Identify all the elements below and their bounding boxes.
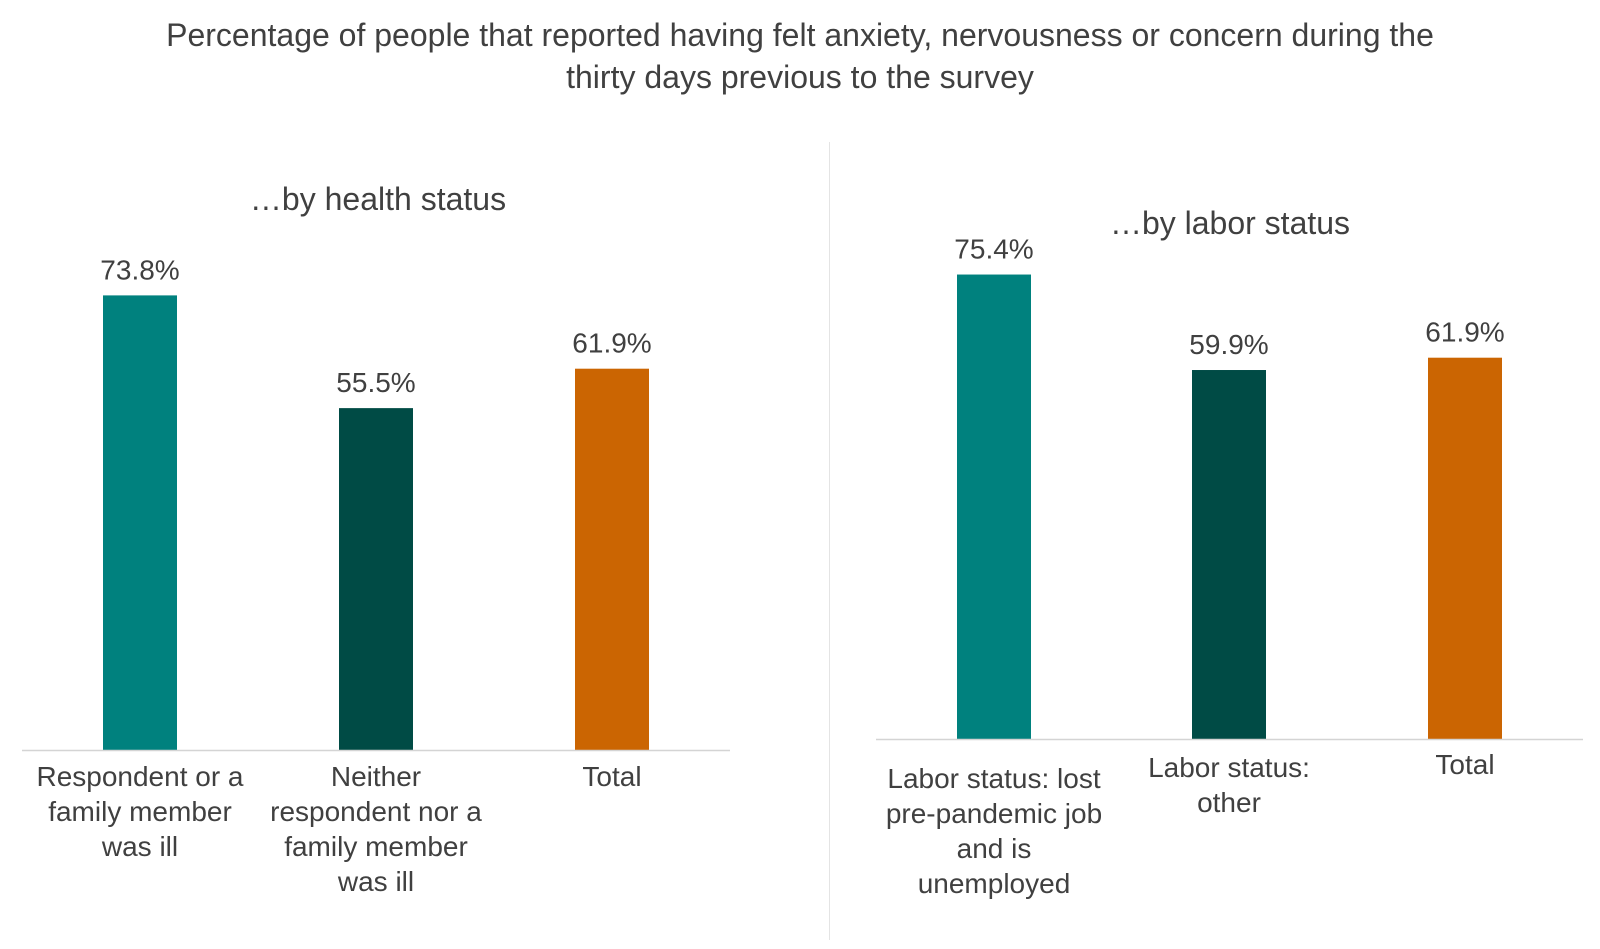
category-label-line: respondent nor a bbox=[270, 796, 482, 827]
data-label-labor-1: 75.4% bbox=[954, 234, 1033, 265]
category-label-line: Total bbox=[582, 761, 641, 792]
category-label-line: family member bbox=[284, 831, 468, 862]
main-title-line-1: Percentage of people that reported havin… bbox=[166, 17, 1434, 53]
category-label-line: other bbox=[1197, 787, 1261, 818]
bar-health-1 bbox=[103, 295, 177, 750]
panel-divider bbox=[829, 142, 830, 940]
category-label-line: Total bbox=[1435, 749, 1494, 780]
main-title-line-2: thirty days previous to the survey bbox=[566, 59, 1034, 95]
category-label-line: family member bbox=[48, 796, 232, 827]
bar-labor-3 bbox=[1428, 357, 1502, 739]
category-label-line: was ill bbox=[337, 866, 414, 897]
category-label-line: Labor status: lost bbox=[887, 763, 1100, 794]
category-label-labor-1: Labor status: lost pre-pandemic job and is… bbox=[886, 763, 1102, 899]
category-label-health-3: Total bbox=[582, 761, 641, 792]
bar-labor-2 bbox=[1192, 370, 1266, 739]
category-label-labor-3: Total bbox=[1435, 749, 1494, 780]
data-label-health-2: 55.5% bbox=[336, 367, 415, 398]
category-label-line: Labor status: bbox=[1148, 752, 1310, 783]
data-label-health-3: 61.9% bbox=[572, 328, 651, 359]
category-label-health-1: Respondent or a family member was ill bbox=[36, 761, 243, 862]
category-label-line: pre-pandemic job bbox=[886, 798, 1102, 829]
category-label-line: unemployed bbox=[918, 868, 1071, 899]
category-label-line: Respondent or a bbox=[36, 761, 243, 792]
data-label-labor-3: 61.9% bbox=[1425, 317, 1504, 348]
chart-title-labor: …by labor status bbox=[1110, 205, 1350, 241]
main-title: Percentage of people that reported havin… bbox=[0, 14, 1600, 98]
category-label-line: was ill bbox=[101, 831, 178, 862]
chart-title-health: …by health status bbox=[250, 181, 506, 217]
data-label-health-1: 73.8% bbox=[100, 254, 179, 285]
bar-labor-1 bbox=[957, 274, 1031, 739]
category-label-labor-2: Labor status: other bbox=[1148, 752, 1310, 818]
category-label-health-2: Neither respondent nor a family member was … bbox=[270, 761, 482, 897]
bar-health-2 bbox=[339, 408, 413, 750]
bar-health-3 bbox=[575, 368, 649, 750]
category-label-line: Neither bbox=[331, 761, 421, 792]
category-label-line: and is bbox=[957, 833, 1032, 864]
data-label-labor-2: 59.9% bbox=[1189, 329, 1268, 360]
